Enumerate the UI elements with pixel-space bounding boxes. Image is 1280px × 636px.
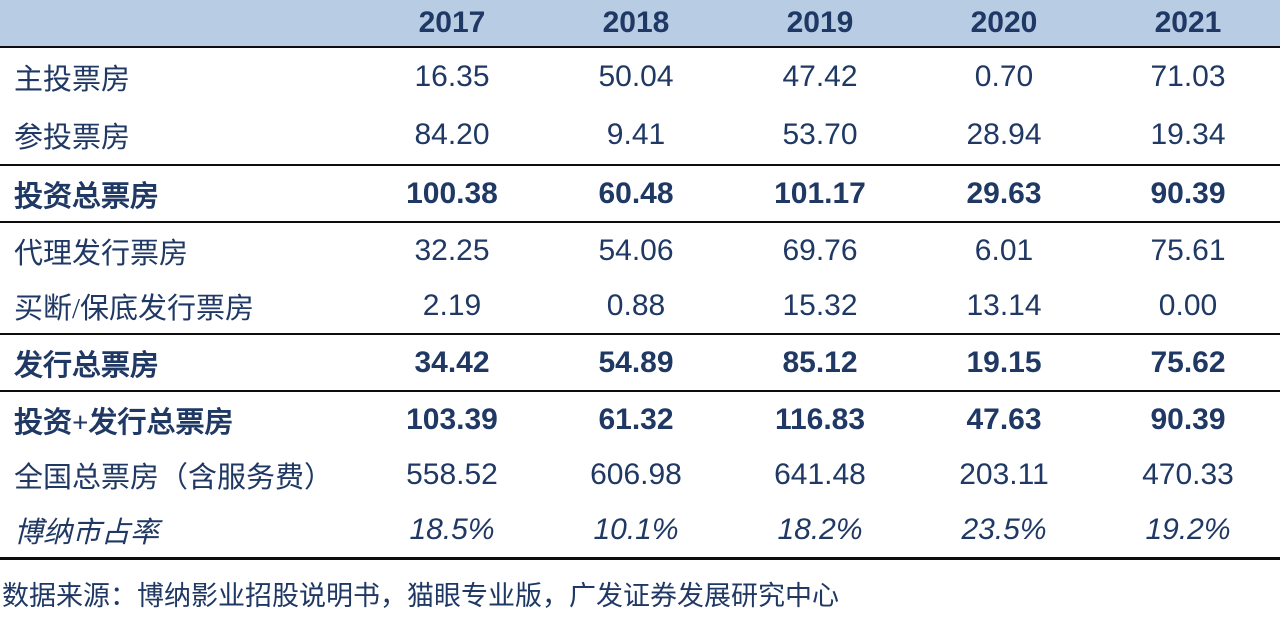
- data-source-note: 数据来源：博纳影业招股说明书，猫眼专业版，广发证券发展研究中心: [2, 581, 839, 611]
- value-cell: 54.89: [598, 345, 674, 379]
- value-cell: 75.62: [1150, 345, 1226, 379]
- value-cell: 9.41: [606, 118, 666, 151]
- value-cell: 15.32: [782, 288, 858, 322]
- value-cell: 0.00: [1158, 288, 1218, 322]
- row-label: 主投票房: [14, 64, 131, 96]
- header-row: 2017 2018 2019 2020 2021: [0, 0, 1280, 47]
- value-cell: 53.70: [782, 118, 858, 151]
- year-header-2020: 2020: [912, 0, 1096, 47]
- value-cell: 84.20: [414, 118, 490, 151]
- year-header-2019: 2019: [728, 0, 912, 47]
- value-cell: 18.5%: [409, 512, 495, 546]
- row-label: 博纳市占率: [14, 516, 160, 549]
- value-cell: 18.2%: [777, 512, 863, 546]
- value-cell: 10.1%: [593, 512, 679, 546]
- value-cell: 203.11: [959, 457, 1049, 491]
- value-cell: 470.33: [1142, 457, 1234, 491]
- value-cell: 28.94: [966, 118, 1042, 151]
- row-label: 买断/保底发行票房: [14, 292, 255, 325]
- value-cell: 23.5%: [961, 512, 1047, 546]
- year-header-2017: 2017: [360, 0, 544, 47]
- value-cell: 34.42: [414, 345, 490, 379]
- value-cell: 13.14: [966, 288, 1042, 322]
- row-label: 投资总票房: [14, 180, 160, 213]
- value-cell: 50.04: [598, 60, 674, 93]
- value-cell: 32.25: [414, 233, 490, 267]
- value-cell: 29.63: [966, 176, 1042, 210]
- value-cell: 2.19: [422, 288, 482, 322]
- value-cell: 558.52: [406, 457, 498, 491]
- value-cell: 103.39: [406, 402, 498, 436]
- row-label: 代理发行票房: [14, 237, 189, 270]
- year-header-2021: 2021: [1096, 0, 1280, 47]
- corner-header-cell: [0, 0, 360, 47]
- table-row-invest-total: 投资总票房 100.38 60.48 101.17 29.63 90.39: [0, 165, 1280, 222]
- value-cell: 19.34: [1150, 118, 1226, 151]
- value-cell: 85.12: [782, 345, 858, 379]
- row-label: 全国总票房（含服务费）: [14, 461, 334, 494]
- value-cell: 47.63: [966, 402, 1042, 436]
- value-cell: 101.17: [774, 176, 866, 210]
- table-row-co-invest: 参投票房 84.20 9.41 53.70 28.94 19.34: [0, 106, 1280, 165]
- table-row-market-share: 博纳市占率 18.5% 10.1% 18.2% 23.5% 19.2%: [0, 502, 1280, 559]
- value-cell: 69.76: [782, 233, 858, 267]
- row-label: 投资+发行总票房: [14, 406, 234, 439]
- value-cell: 47.42: [782, 60, 858, 93]
- value-cell: 641.48: [774, 457, 866, 491]
- value-cell: 75.61: [1150, 233, 1226, 267]
- value-cell: 90.39: [1150, 402, 1226, 436]
- row-label: 发行总票房: [14, 349, 160, 382]
- value-cell: 19.2%: [1145, 512, 1231, 546]
- value-cell: 0.70: [974, 60, 1034, 93]
- value-cell: 61.32: [598, 402, 674, 436]
- value-cell: 71.03: [1150, 60, 1226, 93]
- table-row-national-total: 全国总票房（含服务费） 558.52 606.98 641.48 203.11 …: [0, 447, 1280, 502]
- value-cell: 19.15: [966, 345, 1042, 379]
- value-cell: 60.48: [598, 176, 674, 210]
- value-cell: 606.98: [590, 457, 682, 491]
- value-cell: 90.39: [1150, 176, 1226, 210]
- table-row-grand-total: 投资+发行总票房 103.39 61.32 116.83 47.63 90.39: [0, 391, 1280, 447]
- table-row-dist-total: 发行总票房 34.42 54.89 85.12 19.15 75.62: [0, 334, 1280, 391]
- table-row-buyout-dist: 买断/保底发行票房 2.19 0.88 15.32 13.14 0.00: [0, 278, 1280, 334]
- table-row-agency-dist: 代理发行票房 32.25 54.06 69.76 6.01 75.61: [0, 222, 1280, 278]
- table-row-main-invest: 主投票房 16.35 50.04 47.42 0.70 71.03: [0, 47, 1280, 106]
- value-cell: 116.83: [774, 402, 866, 436]
- value-cell: 54.06: [598, 233, 674, 267]
- value-cell: 6.01: [974, 233, 1034, 267]
- year-header-2018: 2018: [544, 0, 728, 47]
- row-label: 参投票房: [14, 122, 131, 154]
- box-office-table: 2017 2018 2019 2020 2021 主投票房 16.35 50.0…: [0, 0, 1280, 559]
- value-cell: 16.35: [414, 60, 490, 93]
- value-cell: 100.38: [406, 176, 498, 210]
- value-cell: 0.88: [606, 288, 666, 322]
